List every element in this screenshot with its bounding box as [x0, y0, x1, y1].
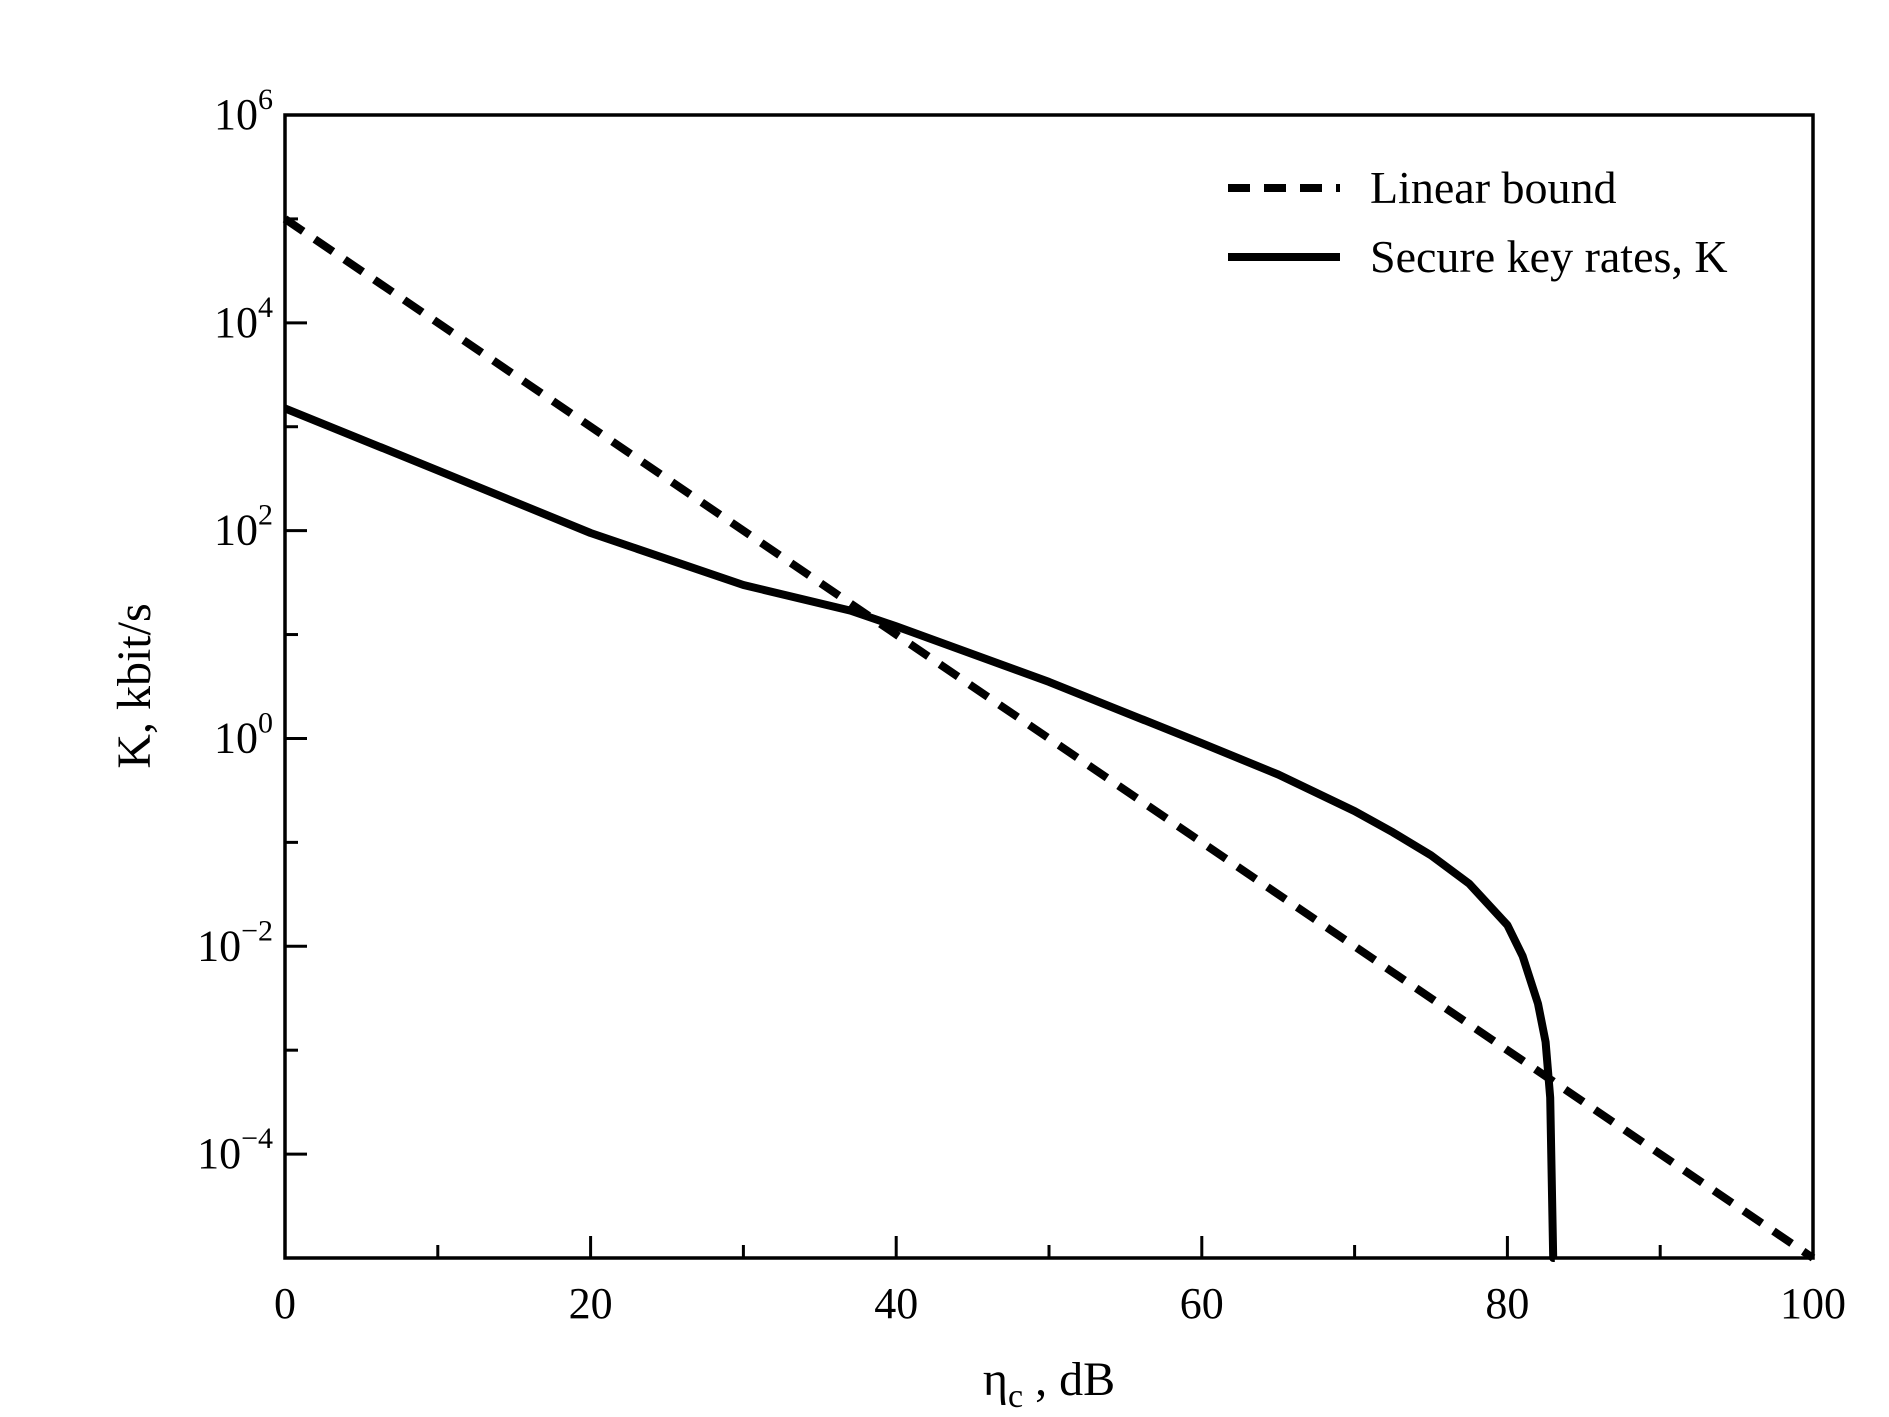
- y-tick-label: 10−2: [197, 914, 273, 970]
- x-tick-label: 0: [274, 1279, 296, 1328]
- y-tick-label: 100: [214, 706, 273, 762]
- y-tick-label-exponent: 2: [258, 499, 273, 532]
- y-tick-label-base: 10: [214, 90, 258, 139]
- legend-label-secure-key-rates: Secure key rates, K: [1370, 231, 1728, 282]
- x-axis-title-main: η: [983, 1353, 1008, 1406]
- y-tick-label-exponent: −4: [241, 1122, 273, 1155]
- y-tick-label-base: 10: [214, 713, 258, 762]
- y-axis-title: K, kbit/s: [108, 603, 161, 768]
- y-tick-label-exponent: −2: [241, 914, 273, 947]
- y-tick-label: 10−4: [197, 1122, 273, 1178]
- y-tick-label-exponent: 6: [258, 83, 273, 116]
- y-tick-label: 104: [214, 291, 273, 347]
- y-tick-label-base: 10: [214, 506, 258, 555]
- y-tick-label-exponent: 0: [258, 706, 273, 739]
- y-tick-label-base: 10: [197, 1129, 241, 1178]
- y-tick-label-base: 10: [214, 298, 258, 347]
- y-tick-label-exponent: 4: [258, 291, 273, 324]
- ticks-layer: [283, 113, 1815, 1260]
- y-tick-label: 106: [214, 83, 273, 139]
- x-tick-label: 80: [1485, 1279, 1529, 1328]
- y-tick-label-base: 10: [197, 921, 241, 970]
- x-tick-label: 100: [1780, 1279, 1846, 1328]
- x-axis-title: ηc , dB: [983, 1353, 1115, 1415]
- series-line-linear-bound: [282, 215, 1816, 1262]
- x-tick-label: 60: [1180, 1279, 1224, 1328]
- y-tick-label: 102: [214, 499, 273, 555]
- x-tick-label: 20: [569, 1279, 613, 1328]
- series-line-secure-key-rates: [283, 404, 1558, 1262]
- legend: Linear bound Secure key rates, K: [1228, 162, 1728, 282]
- legend-label-linear-bound: Linear bound: [1370, 162, 1617, 213]
- x-axis-title-subscript: c: [1008, 1378, 1023, 1415]
- series-layer: [282, 215, 1816, 1262]
- x-tick-label: 40: [874, 1279, 918, 1328]
- x-axis-title-unit: , dB: [1023, 1353, 1115, 1406]
